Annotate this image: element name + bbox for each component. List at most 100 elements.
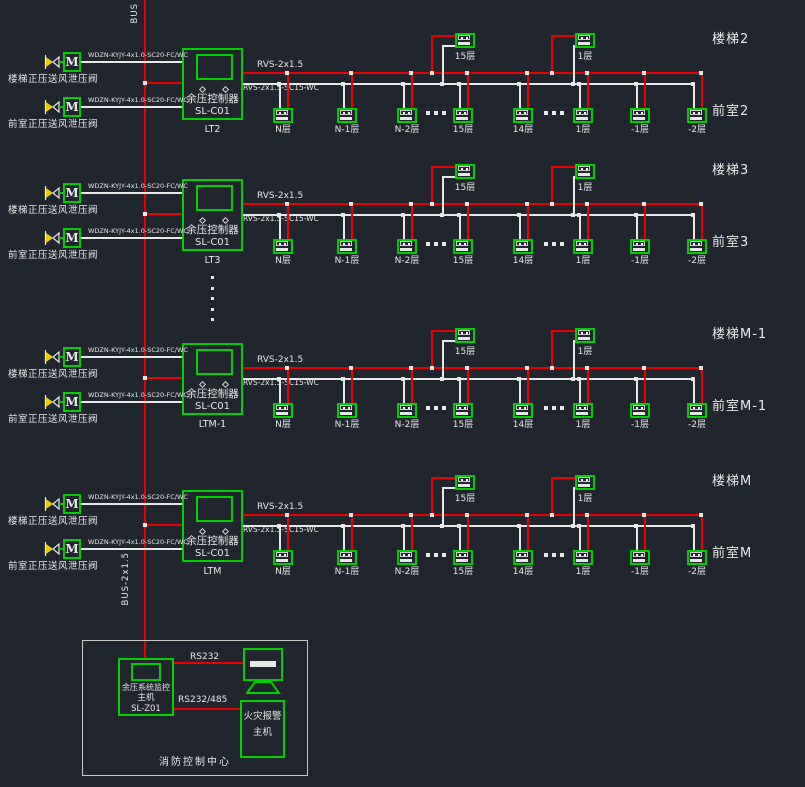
host-label-line2: 主机 — [137, 693, 155, 703]
sensor-window — [340, 405, 352, 410]
sensor-dot-icon — [279, 554, 281, 556]
sensor-red-wire — [551, 330, 575, 332]
junction-dot — [634, 213, 638, 217]
sensor-window — [576, 110, 588, 115]
controller-bus-stub — [146, 213, 182, 215]
junction-dot — [634, 82, 638, 86]
sensor-white-wire — [579, 83, 581, 108]
floor-label: 15层 — [452, 125, 474, 135]
valve-cable-label: WDZN-KYJY-4x1.0-SC20-FC/WC — [88, 51, 188, 59]
sensor-window — [456, 552, 468, 557]
valve-cable-label: WDZN-KYJY-4x1.0-SC20-FC/WC — [88, 227, 188, 235]
ellipsis-dots — [560, 406, 564, 410]
front-pressure-sensor — [453, 550, 473, 565]
sensor-dot-icon — [519, 407, 521, 409]
floor-label: 15层 — [452, 256, 474, 266]
ellipsis-dots — [552, 242, 556, 246]
sensor-dot-icon — [343, 554, 345, 556]
sensor-white-wire — [343, 83, 345, 108]
sensor-base — [633, 248, 645, 251]
sensor-white-wire — [442, 176, 457, 178]
sensor-base — [458, 173, 470, 176]
sensor-window — [400, 405, 412, 410]
controller-bus-stub — [146, 377, 182, 379]
sensor-base — [578, 173, 590, 176]
floor-label: -1层 — [631, 567, 649, 577]
sensor-dot-icon — [343, 407, 345, 409]
sensor-red-wire — [431, 477, 455, 479]
front-pressure-sensor — [687, 239, 707, 254]
junction-dot — [401, 524, 405, 528]
junction-dot — [517, 213, 521, 217]
sensor-dot-icon — [459, 554, 461, 556]
valve-cable-label: WDZN-KYJY-4x1.0-SC20-FC/WC — [88, 538, 188, 546]
sensor-dot-icon — [464, 112, 466, 114]
front-pressure-sensor — [573, 108, 593, 123]
controller-title: 余压控制器 — [186, 224, 239, 236]
front-pressure-sensor — [397, 108, 417, 123]
sensor-base — [276, 412, 288, 415]
floor-label: -2层 — [688, 256, 706, 266]
sensor-red-wire — [551, 166, 553, 204]
pressure-controller-box — [182, 179, 243, 251]
valve-connector-line — [59, 106, 64, 108]
junction-dot — [277, 82, 281, 86]
fire-control-center-label: 消防控制中心 — [159, 757, 231, 768]
sensor-white-wire — [519, 525, 521, 550]
stair-pressure-sensor — [455, 328, 475, 343]
sensor-base — [576, 117, 588, 120]
monitor-screen-bar — [250, 661, 276, 667]
motor-letter: M — [65, 542, 79, 556]
stair-room-label: 楼梯M — [712, 474, 753, 489]
sensor-white-wire — [693, 525, 695, 550]
motor-valve-box: M — [63, 228, 81, 248]
sensor-base — [690, 412, 702, 415]
junction-dot — [349, 513, 353, 517]
host-display — [131, 663, 161, 681]
valve-connector-line — [59, 548, 64, 550]
sensor-dot-icon — [461, 37, 463, 39]
sensor-white-wire — [636, 525, 638, 550]
sensor-red-wire — [551, 330, 553, 368]
sensor-dot-icon — [459, 407, 461, 409]
sensor-dot-icon — [579, 554, 581, 556]
sensor-base — [340, 412, 352, 415]
stair-pressure-sensor — [455, 33, 475, 48]
sensor-white-wire — [693, 83, 695, 108]
junction-dot — [550, 71, 554, 75]
valve-cable-label: WDZN-KYJY-4x1.0-SC20-FC/WC — [88, 493, 188, 501]
junction-dot — [285, 202, 289, 206]
fire-alarm-host-box — [240, 700, 285, 758]
junction-dot — [457, 213, 461, 217]
sensor-dot-icon — [348, 554, 350, 556]
pressure-controller-box — [182, 490, 243, 562]
junction-dot — [409, 71, 413, 75]
front-pressure-sensor — [337, 403, 357, 418]
sensor-dot-icon — [464, 243, 466, 245]
valve-name-label: 楼梯正压送风泄压阀 — [8, 369, 99, 380]
sensor-window — [456, 241, 468, 246]
floor-label: N-2层 — [394, 125, 420, 135]
valve-cable-label: WDZN-KYJY-4x1.0-SC20-FC/WC — [88, 391, 188, 399]
junction-dot — [571, 377, 575, 381]
junction-dot — [465, 71, 469, 75]
butterfly-valve-icon — [44, 494, 60, 514]
sensor-dot-icon — [641, 407, 643, 409]
sensor-red-wire — [527, 514, 529, 550]
sensor-red-wire — [287, 203, 289, 239]
junction-dot — [401, 82, 405, 86]
bus-riser-label: BUS-2x1.5 — [121, 552, 131, 606]
controller-tag: LTM — [203, 566, 222, 577]
floor-label: 1层 — [575, 125, 591, 135]
motor-letter: M — [65, 497, 79, 511]
butterfly-valve-icon — [44, 539, 60, 559]
trunk-red-line — [243, 514, 702, 516]
junction-dot — [430, 513, 434, 517]
valve-name-label: 前室正压送风泄压阀 — [8, 250, 99, 261]
sensor-red-wire — [644, 72, 646, 108]
floor-label: 1层 — [575, 420, 591, 430]
butterfly-valve-icon — [44, 228, 60, 248]
junction-dot — [457, 524, 461, 528]
front-room-label: 前室2 — [712, 104, 750, 119]
pressure-monitor-host-box — [118, 658, 174, 716]
